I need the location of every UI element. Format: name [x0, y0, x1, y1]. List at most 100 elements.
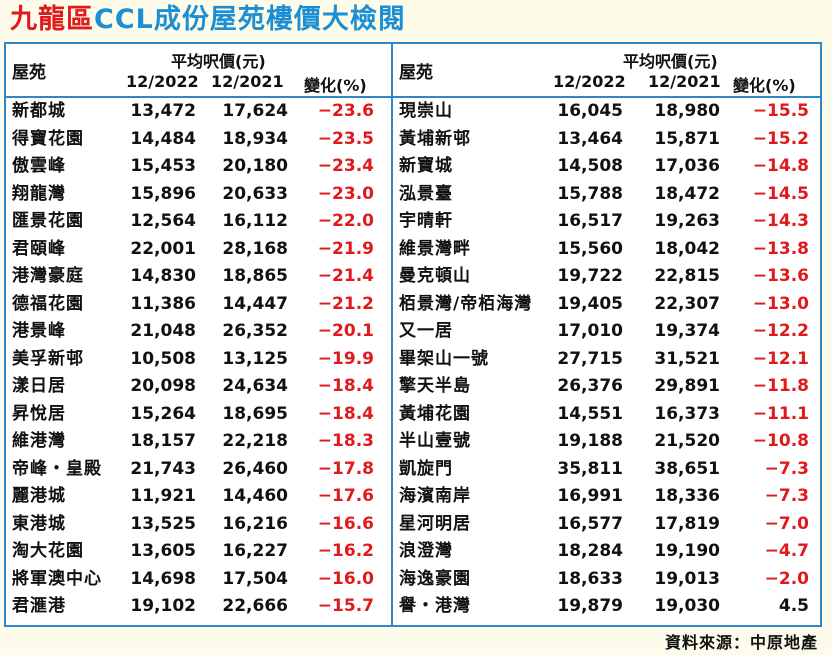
table-row: 翔龍灣 15,896 20,633 −23.0 — [6, 181, 391, 209]
estate-name-cell: 維景灣畔 — [399, 238, 471, 259]
price-2022-cell: 15,453 — [130, 156, 196, 176]
table-row: 德福花園 11,386 14,447 −21.2 — [6, 291, 391, 319]
table-row: 美孚新邨 10,508 13,125 −19.9 — [6, 346, 391, 374]
estate-name-cell: 港灣豪庭 — [12, 266, 84, 286]
change-cell: −19.9 — [317, 348, 374, 369]
price-2021-cell: 14,447 — [222, 293, 288, 314]
price-2022-cell: 19,102 — [130, 596, 196, 616]
price-2021-cell: 20,633 — [222, 183, 288, 204]
estate-name-cell: 星河明居 — [399, 513, 471, 534]
table-row: 君頤峰 22,001 28,168 −21.9 — [6, 236, 391, 264]
estate-name-cell: 君滙港 — [12, 596, 66, 616]
estate-name-cell: 栢景灣/帝栢海灣 — [399, 293, 533, 314]
price-2022-cell: 13,472 — [130, 101, 196, 121]
estate-name-cell: 海逸豪園 — [399, 568, 471, 589]
change-cell: −17.6 — [317, 486, 374, 506]
change-cell: −13.0 — [752, 293, 809, 314]
change-cell: −10.8 — [752, 431, 809, 451]
change-cell: −16.0 — [317, 568, 374, 589]
change-cell: −21.2 — [317, 293, 374, 314]
price-2021-cell: 19,190 — [654, 541, 720, 561]
price-table: 屋苑 平均呎價(元) 12/2022 12/2021 變化(%) 新都城 13,4… — [4, 42, 822, 627]
change-cell: −18.4 — [317, 376, 374, 396]
price-2022-cell: 17,010 — [557, 321, 623, 341]
price-2021-cell: 22,815 — [654, 266, 720, 286]
price-2021-cell: 28,168 — [222, 238, 288, 259]
column-divider — [391, 44, 393, 625]
estate-name-cell: 將軍澳中心 — [12, 568, 102, 589]
price-2021-cell: 16,373 — [654, 403, 720, 424]
change-cell: −20.1 — [317, 321, 374, 341]
price-2021-cell: 19,030 — [654, 596, 720, 616]
price-2022-cell: 11,921 — [130, 486, 196, 506]
table-row: 帝峰・皇殿 21,743 26,460 −17.8 — [6, 456, 391, 484]
price-2022-cell: 18,633 — [557, 568, 623, 589]
price-2022-cell: 18,284 — [557, 541, 623, 561]
table-row: 黃埔新邨 13,464 15,871 −15.2 — [393, 126, 820, 154]
price-2021-cell: 26,352 — [222, 321, 288, 341]
title-subject: CCL成份屋苑樓價大檢閱 — [94, 4, 406, 35]
table-row: 漾日居 20,098 24,634 −18.4 — [6, 373, 391, 401]
change-cell: −23.4 — [317, 156, 374, 176]
price-2021-cell: 22,218 — [222, 431, 288, 451]
price-2022-cell: 19,722 — [557, 266, 623, 286]
change-cell: −14.5 — [752, 183, 809, 204]
price-2021-cell: 18,472 — [654, 183, 720, 204]
table-row: 維景灣畔 15,560 18,042 −13.8 — [393, 236, 820, 264]
table-row: 曼克頓山 19,722 22,815 −13.6 — [393, 263, 820, 291]
estate-name-cell: 半山壹號 — [399, 431, 471, 451]
change-cell: −7.3 — [764, 486, 809, 506]
estate-name-cell: 新寶城 — [399, 156, 453, 176]
estate-name-cell: 海濱南岸 — [399, 486, 471, 506]
change-cell: −13.8 — [752, 238, 809, 259]
estate-name-cell: 翔龍灣 — [12, 183, 66, 204]
price-2022-cell: 14,830 — [130, 266, 196, 286]
change-cell: −23.5 — [317, 128, 374, 149]
price-2021-cell: 14,460 — [222, 486, 288, 506]
table-row: 淘大花園 13,605 16,227 −16.2 — [6, 538, 391, 566]
estate-name-cell: 又一居 — [399, 321, 453, 341]
header-change: 變化(%) — [304, 76, 367, 95]
table-row: 宇晴軒 16,517 19,263 −14.3 — [393, 208, 820, 236]
estate-name-cell: 泓景臺 — [399, 183, 453, 204]
header-avg-price: 平均呎價(元) — [171, 52, 266, 71]
estate-name-cell: 凱旋門 — [399, 458, 453, 479]
change-cell: −23.0 — [317, 183, 374, 204]
change-cell: −7.3 — [764, 458, 809, 479]
price-2021-cell: 38,651 — [654, 458, 720, 479]
table-row: 浪澄灣 18,284 19,190 −4.7 — [393, 538, 820, 566]
change-cell: −7.0 — [764, 513, 809, 534]
table-row: 昇悅居 15,264 18,695 −18.4 — [6, 401, 391, 429]
estate-name-cell: 黃埔花園 — [399, 403, 471, 424]
price-2021-cell: 15,871 — [654, 128, 720, 149]
price-2021-cell: 24,634 — [222, 376, 288, 396]
change-cell: −11.1 — [752, 403, 809, 424]
table-row: 現崇山 16,045 18,980 −15.5 — [393, 98, 820, 126]
table-row: 將軍澳中心 14,698 17,504 −16.0 — [6, 566, 391, 594]
change-cell: −4.7 — [764, 541, 809, 561]
estate-name-cell: 得寶花園 — [12, 128, 84, 149]
header-change: 變化(%) — [733, 76, 796, 95]
price-2022-cell: 14,551 — [557, 403, 623, 424]
estate-name-cell: 淘大花園 — [12, 541, 84, 561]
table-row: 黃埔花園 14,551 16,373 −11.1 — [393, 401, 820, 429]
table-row: 海逸豪園 18,633 19,013 −2.0 — [393, 566, 820, 594]
price-2021-cell: 18,336 — [654, 486, 720, 506]
price-2022-cell: 11,386 — [130, 293, 196, 314]
header-2022: 12/2022 — [126, 72, 199, 91]
price-2021-cell: 26,460 — [222, 458, 288, 479]
change-cell: −14.8 — [752, 156, 809, 176]
header-estate: 屋苑 — [12, 63, 46, 83]
price-2022-cell: 15,896 — [130, 183, 196, 204]
header-rule — [6, 96, 391, 98]
price-2021-cell: 22,666 — [222, 596, 288, 616]
table-header: 屋苑 平均呎價(元) 12/2022 12/2021 變化(%) — [6, 44, 391, 96]
estate-name-cell: 美孚新邨 — [12, 348, 84, 369]
price-2021-cell: 31,521 — [654, 348, 720, 369]
header-rule — [393, 96, 820, 98]
change-cell: −15.2 — [752, 128, 809, 149]
price-2022-cell: 15,560 — [557, 238, 623, 259]
table-header: 屋苑 平均呎價(元) 12/2022 12/2021 變化(%) — [393, 44, 820, 96]
page-title: 九龍區CCL成份屋苑樓價大檢閱 — [10, 2, 406, 38]
price-2021-cell: 18,934 — [222, 128, 288, 149]
